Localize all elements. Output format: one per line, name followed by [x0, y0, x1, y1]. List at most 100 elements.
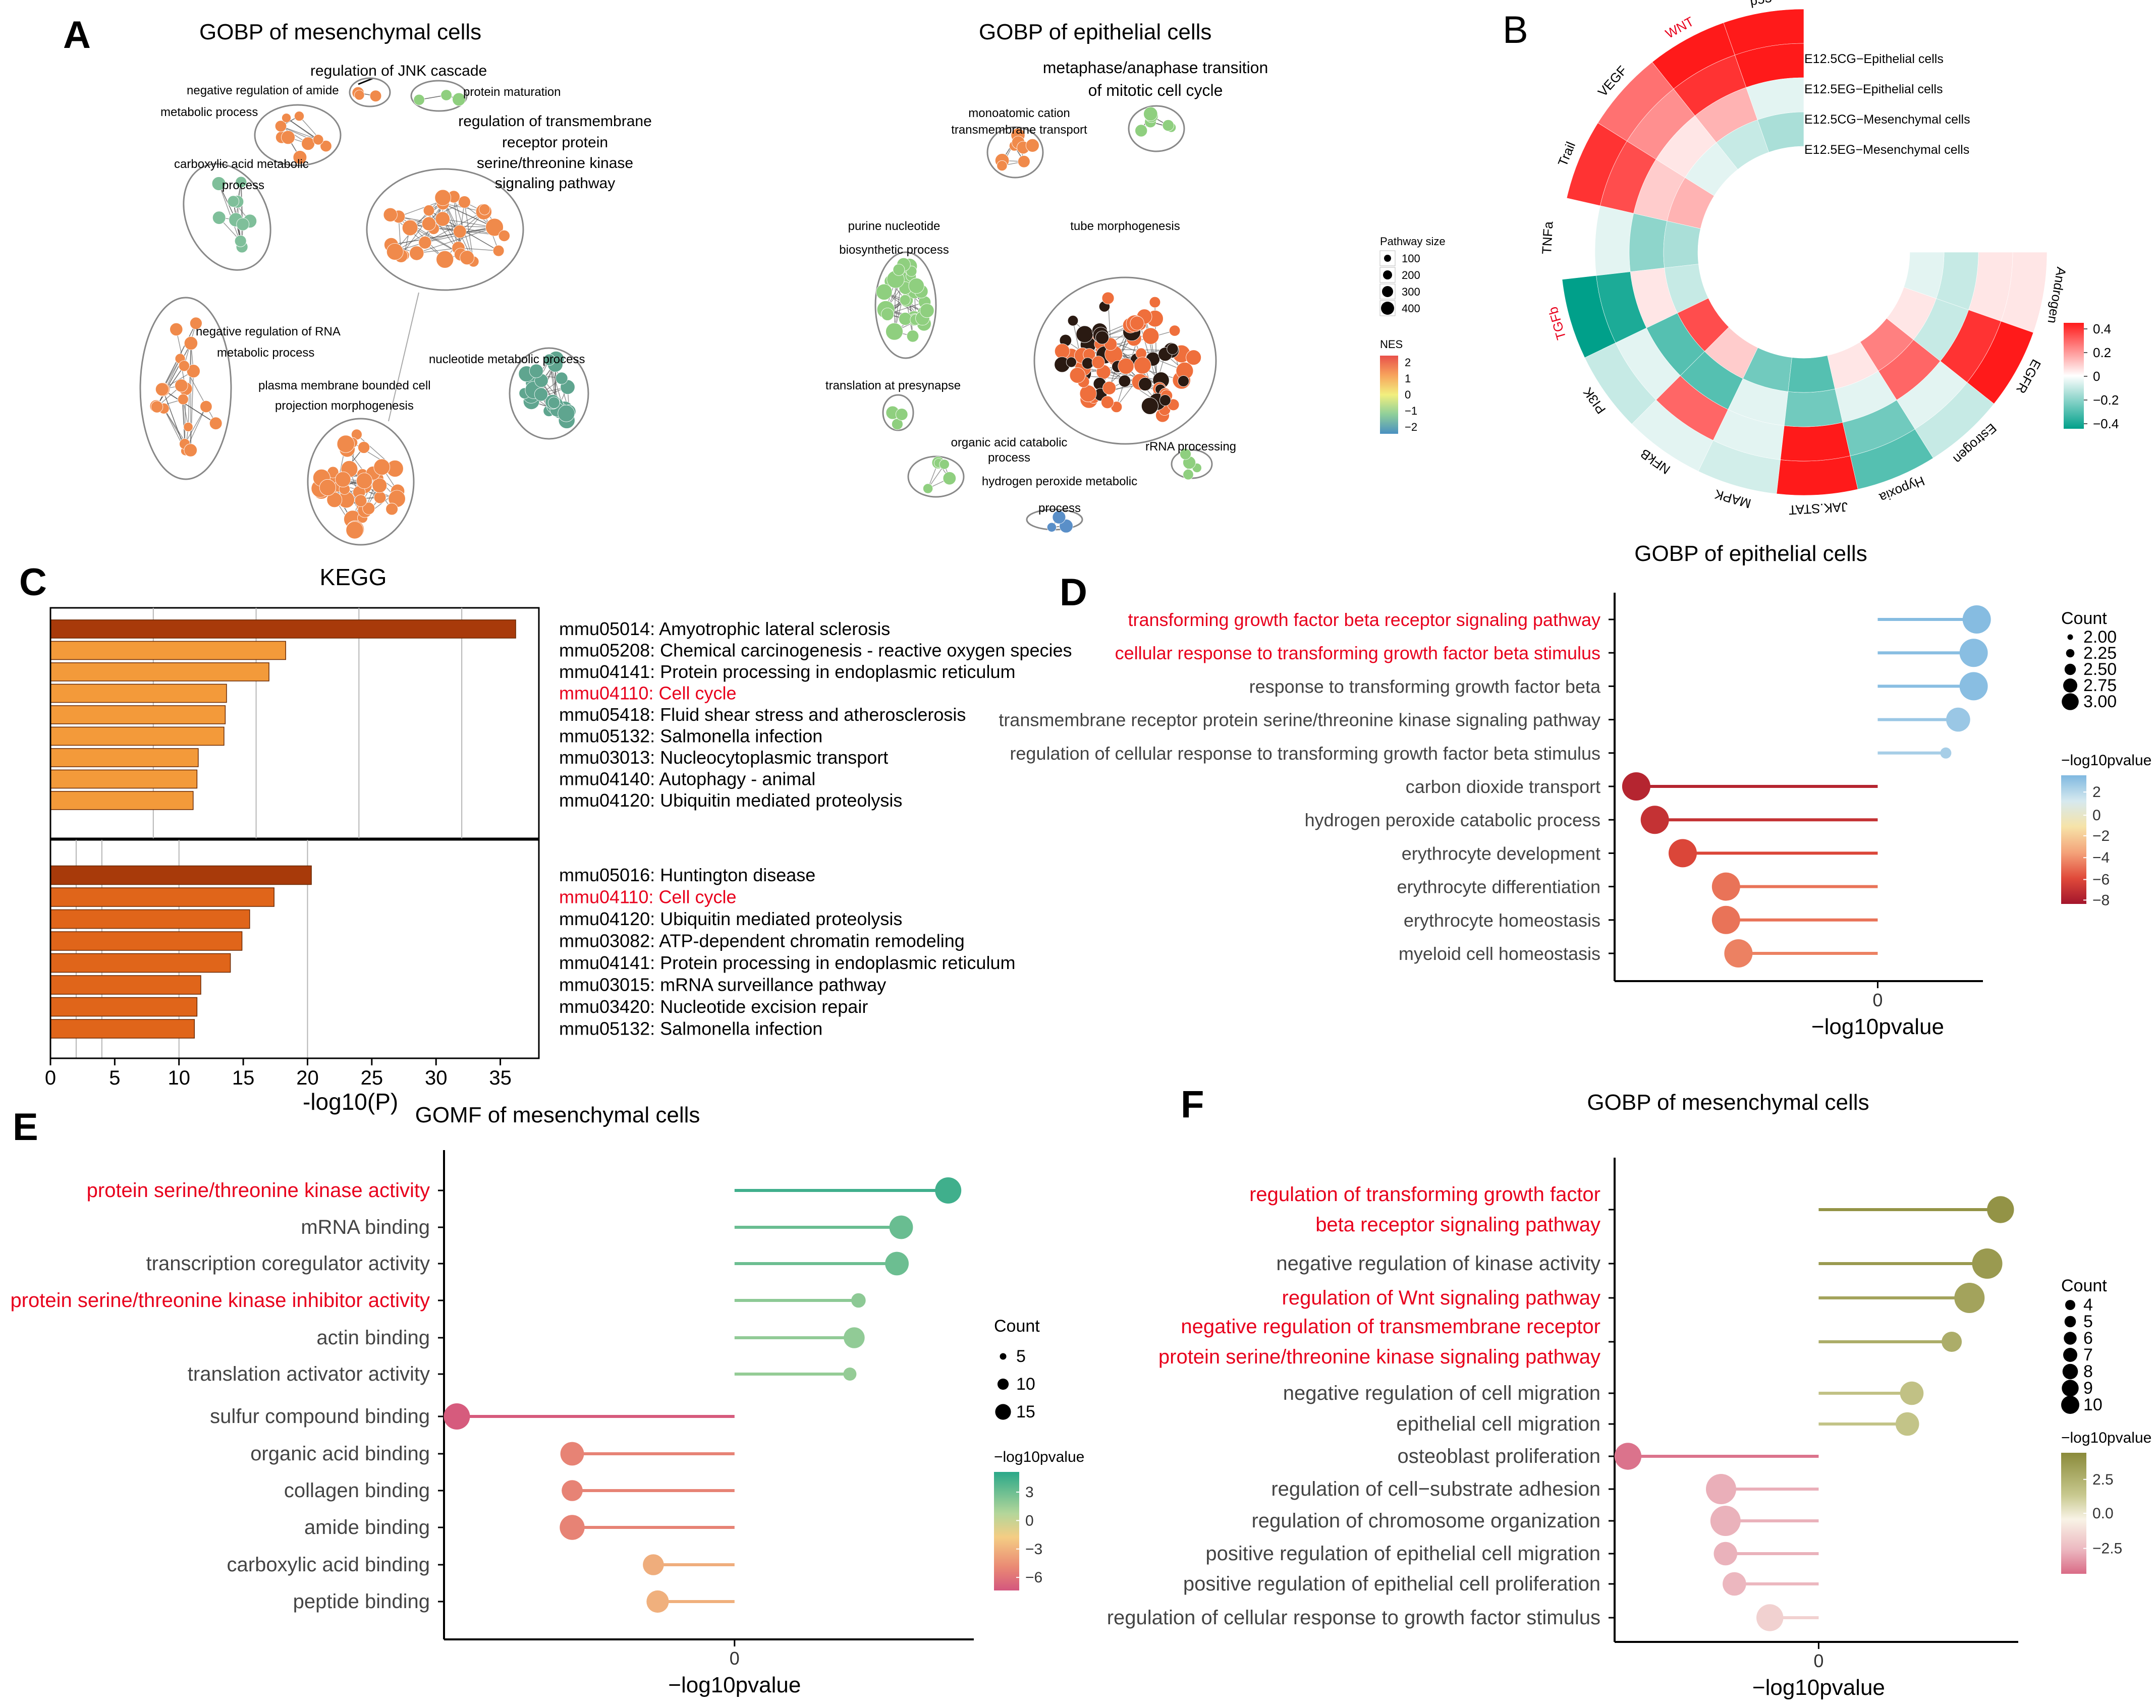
lollipop-dot — [889, 1215, 913, 1239]
term-label: positive regulation of epithelial cell p… — [1183, 1573, 1600, 1595]
term-label: regulation of transforming growth factor — [1249, 1183, 1600, 1206]
panel-f-lollipop: F GOBP of mesenchymal cells 0 −log10pvalu… — [1107, 1083, 2152, 1700]
lollipop-dot — [562, 1480, 583, 1501]
term-label: collagen binding — [284, 1479, 430, 1502]
kegg-bar — [50, 909, 250, 929]
net-label: metabolic process — [160, 105, 258, 119]
lollipop-dot — [1711, 872, 1740, 901]
cluster-outline — [183, 163, 271, 271]
net-label: purine nucleotide — [848, 219, 941, 233]
cluster-outline — [349, 77, 391, 107]
kegg-bar — [50, 684, 227, 703]
lollipop-dot — [885, 1251, 909, 1276]
network-node — [354, 90, 365, 100]
network-node — [943, 472, 957, 485]
kegg-bar — [50, 748, 199, 767]
kegg-bar-chart: mmu05014: Amyotrophic lateral sclerosism… — [45, 607, 1072, 1089]
net-label: regulation of transmembrane — [458, 113, 652, 130]
kegg-bar — [50, 705, 226, 724]
network-node — [1162, 119, 1175, 132]
network-legend: Pathway size 100 200 300 400 NES 2 1 0 −1 −2 — [1379, 235, 1446, 434]
network-node — [529, 364, 543, 378]
network-node — [373, 459, 391, 476]
legend-size-dot — [2067, 634, 2073, 640]
pathway-label: TGFb — [1545, 305, 1569, 341]
network-node — [1102, 381, 1116, 395]
x-tick-label: 10 — [168, 1067, 190, 1089]
network-node — [479, 204, 490, 215]
term-label: positive regulation of epithelial cell m… — [1205, 1543, 1600, 1565]
network-node — [440, 89, 452, 101]
lollipop-dot — [851, 1293, 866, 1308]
network-link — [184, 406, 207, 444]
legend-size-label: 10 — [2083, 1395, 2103, 1414]
term-label: transforming growth factor beta receptor… — [1128, 609, 1601, 630]
kegg-term-label: mmu04120: Ubiquitin mediated proteolysis — [559, 908, 902, 929]
term-label: protein serine/threonine kinase activity — [87, 1179, 430, 1202]
network-node — [1141, 397, 1158, 415]
kegg-term-label: mmu03015: mRNA surveillance pathway — [559, 975, 886, 995]
term-label: sulfur compound binding — [210, 1405, 430, 1428]
lollipop-chart-f: 0 −log10pvalue regulation of transforming … — [1107, 1158, 2151, 1700]
legend-size-label: 100 — [1402, 252, 1420, 265]
network-node — [423, 204, 435, 216]
term-label: beta receptor signaling pathway — [1315, 1214, 1600, 1236]
network-node — [895, 408, 908, 421]
kegg-term-label: mmu04141: Protein processing in endoplas… — [559, 661, 1015, 682]
circular-heatmap — [1560, 9, 2048, 496]
heatmap-cell — [1704, 327, 1758, 379]
network-node — [558, 405, 575, 422]
chart-title: GOBP of mesenchymal cells — [1587, 1090, 1869, 1115]
legend-size-label: 400 — [1402, 302, 1420, 315]
network-node — [548, 396, 560, 409]
heatmap-cell — [1742, 347, 1792, 392]
legend-size-dot — [1000, 1353, 1007, 1360]
cluster-outline — [254, 104, 342, 166]
legend-size-label: 5 — [1016, 1347, 1026, 1366]
lollipop-dot — [1669, 839, 1697, 868]
panel-d-lollipop: D GOBP of epithelial cells 0 −log10pvalue… — [999, 541, 2151, 1039]
kegg-term-label: mmu05132: Salmonella infection — [559, 1018, 822, 1039]
network-node — [354, 494, 367, 507]
network-node — [236, 217, 250, 231]
x-axis-label: −log10pvalue — [1752, 1675, 1885, 1700]
colorbar-tick-label: −3 — [1025, 1541, 1042, 1558]
legend-size-dot — [1382, 286, 1393, 297]
heatmap-cell — [1664, 264, 1709, 314]
network-node — [1069, 367, 1086, 383]
cluster-outline — [882, 394, 914, 431]
nes-colorbar — [1380, 356, 1398, 434]
network-node — [881, 308, 894, 321]
network-node — [1135, 124, 1148, 137]
kegg-bar — [50, 619, 516, 639]
term-label: transcription coregulator activity — [146, 1252, 430, 1275]
network-node — [1046, 522, 1057, 532]
network-node — [320, 140, 332, 152]
lollipop-dot — [1940, 747, 1952, 759]
network-node — [281, 130, 295, 145]
network-node — [175, 379, 188, 392]
network-node — [939, 459, 950, 470]
lollipop-dot — [1987, 1196, 2014, 1223]
legend-size-dot — [997, 1378, 1009, 1390]
colorbar-tick-label: 0 — [1405, 388, 1411, 401]
network-node — [189, 317, 202, 330]
network-node — [337, 435, 355, 453]
network-node — [184, 443, 197, 457]
lollipop-dot — [1723, 1572, 1746, 1596]
kegg-title: KEGG — [320, 564, 387, 590]
term-label: transmembrane receptor protein serine/th… — [999, 710, 1600, 730]
legend-size-dot — [1384, 255, 1391, 262]
network-link — [443, 203, 494, 227]
network-node — [1130, 316, 1144, 330]
network-node — [1067, 315, 1079, 326]
kegg-bar — [50, 997, 198, 1017]
heatmap-cell — [1886, 287, 1937, 340]
legend-size-dot — [2066, 649, 2075, 658]
network-node — [155, 382, 169, 396]
term-label: negative regulation of transmembrane rec… — [1181, 1316, 1600, 1338]
term-label: epithelial cell migration — [1396, 1413, 1600, 1435]
colorbar-tick-label: −8 — [2092, 892, 2110, 908]
colorbar-tick-label: 0.0 — [2092, 1505, 2114, 1522]
kegg-bar — [50, 662, 269, 681]
